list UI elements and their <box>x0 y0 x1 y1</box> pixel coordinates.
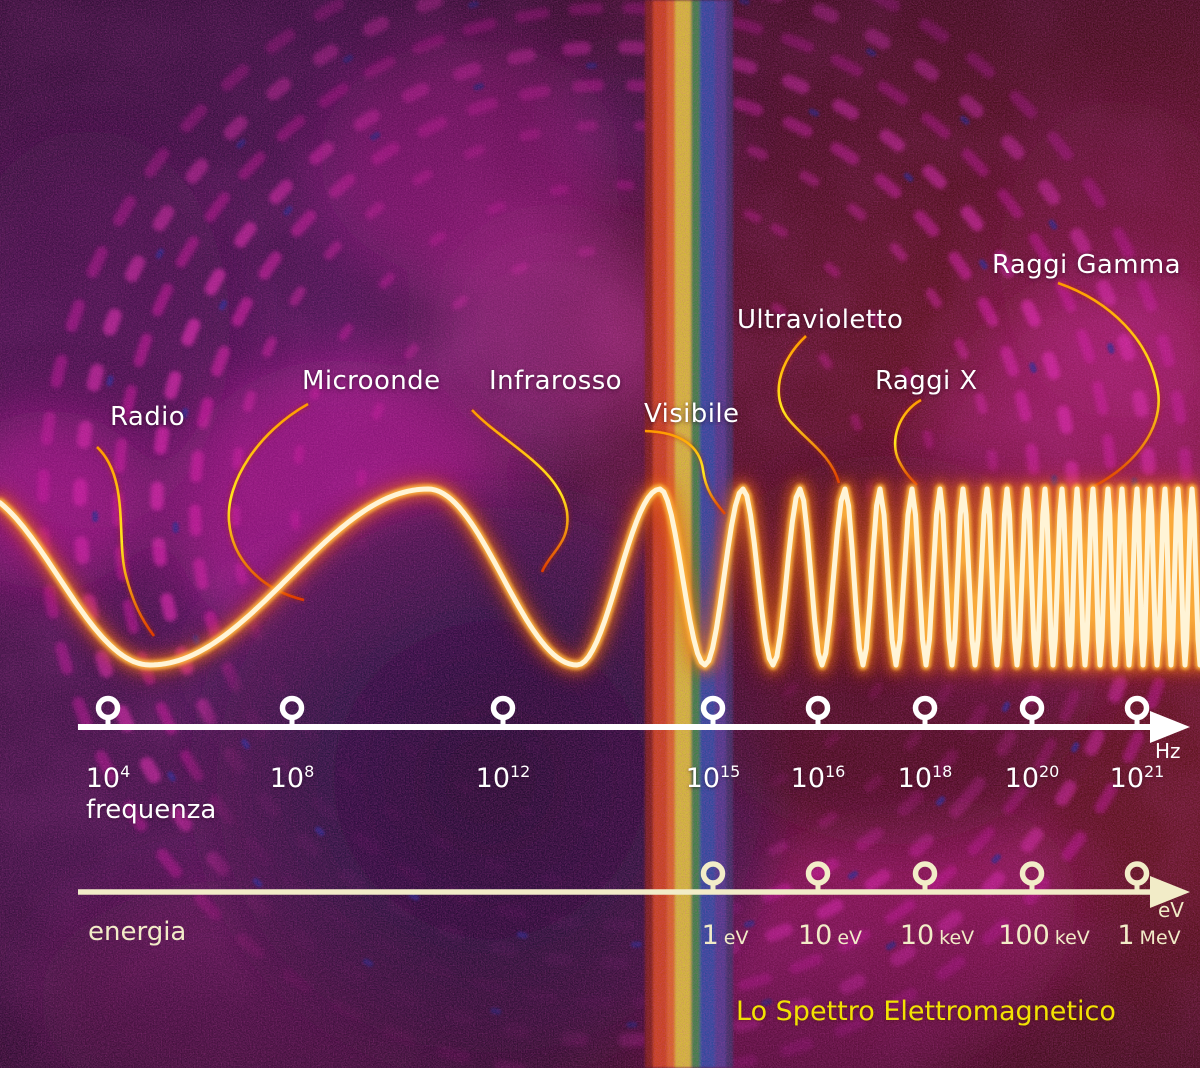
tick-marker <box>700 861 726 886</box>
tick-marker <box>490 695 516 721</box>
tick-marker <box>805 695 831 721</box>
tick-marker <box>1019 695 1045 721</box>
tick-marker <box>1124 695 1150 721</box>
pointer-curve-glow-radio <box>95 445 157 638</box>
pointer-curve-visibile <box>644 429 727 515</box>
frequency-axis <box>78 695 1190 743</box>
tick-marker <box>805 861 831 886</box>
energy-axis <box>78 861 1190 908</box>
tick-marker <box>1019 861 1045 886</box>
tick-marker <box>279 695 305 721</box>
pointer-curve-radio <box>96 446 156 637</box>
frequency-axis-arrow <box>1150 711 1190 743</box>
pointer-curve-ultravioletto <box>777 335 841 484</box>
tick-marker <box>700 695 726 721</box>
energy-tick-markers <box>700 861 1150 892</box>
pointer-curve-glow-raggi-gamma <box>1057 280 1162 493</box>
energy-axis-arrow <box>1150 876 1190 908</box>
tick-marker <box>912 695 938 721</box>
em-wave-core <box>0 486 1200 668</box>
tick-marker <box>1124 861 1150 886</box>
em-wave <box>0 474 1200 680</box>
pointer-curve-infrarosso <box>471 409 569 573</box>
frequency-tick-markers <box>95 695 1150 727</box>
tick-marker <box>95 695 121 721</box>
pointer-curve-glow-raggi-x <box>892 397 923 487</box>
pointer-curve-raggi-gamma <box>1057 281 1160 492</box>
tick-marker <box>912 861 938 886</box>
